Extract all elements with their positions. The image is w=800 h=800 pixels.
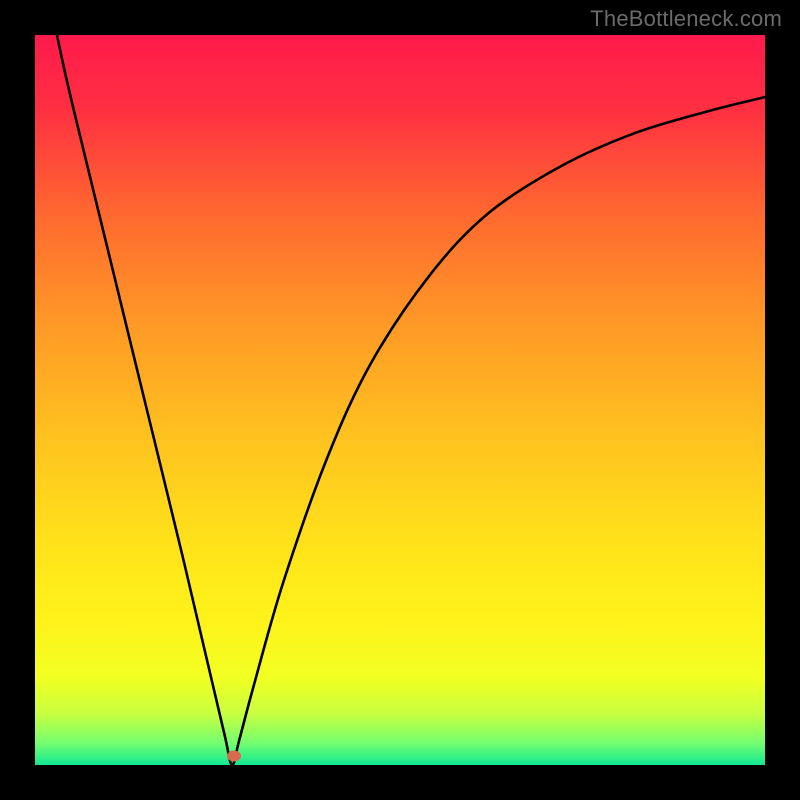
watermark-text: TheBottleneck.com bbox=[590, 6, 782, 32]
curve-svg bbox=[35, 35, 765, 765]
plot-area bbox=[35, 35, 765, 765]
bottleneck-curve bbox=[57, 35, 765, 765]
chart-frame: TheBottleneck.com bbox=[0, 0, 800, 800]
minimum-marker bbox=[227, 750, 241, 761]
